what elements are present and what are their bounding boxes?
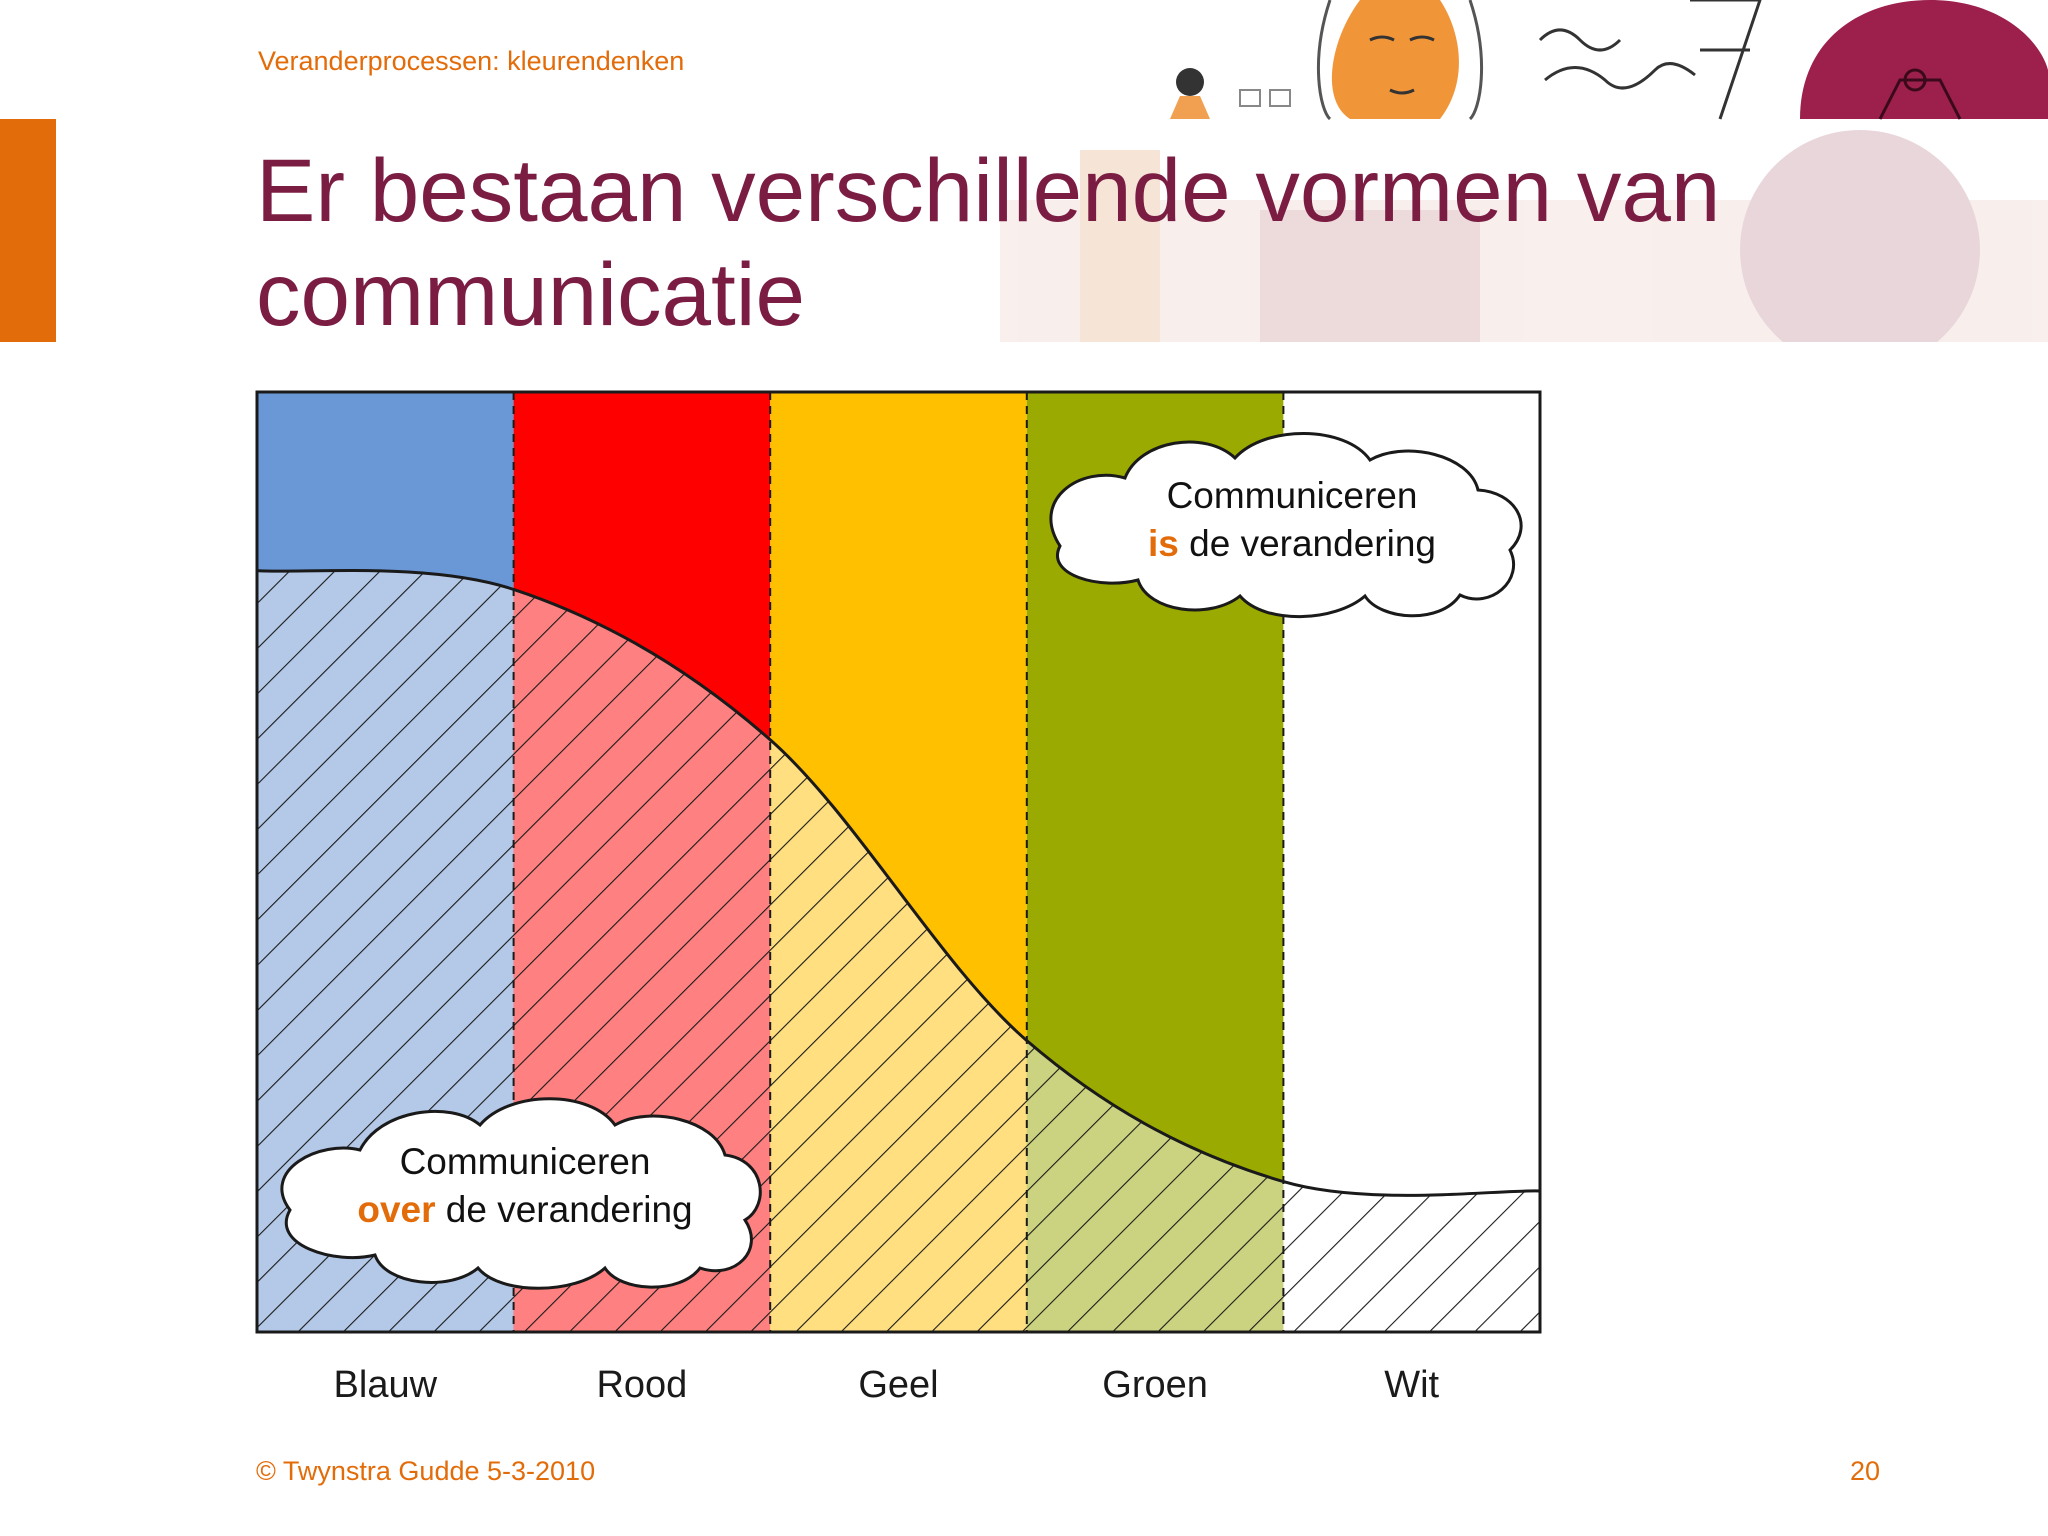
cloud-top-line1: Communiceren: [1166, 475, 1418, 516]
cloud-top-text: Communiceren is de verandering: [1092, 472, 1492, 568]
cloud-bottom-text: Communiceren over de verandering: [305, 1138, 745, 1234]
cloud-top-shape: [1049, 432, 1523, 619]
cloud-bottom-rest: de verandering: [435, 1189, 693, 1230]
cloud-top-rest: de verandering: [1178, 523, 1436, 564]
small-figure: [1170, 68, 1291, 119]
category-label-blauw: Blauw: [333, 1364, 438, 1406]
category-label-wit: Wit: [1384, 1364, 1440, 1406]
woman-sketch: [1316, 0, 1484, 121]
header-illustration: [1000, 0, 2048, 342]
slide-title: Er bestaan verschillende vormen van comm…: [256, 140, 1721, 344]
page-number: 20: [1849, 1456, 1880, 1486]
cloud-bottom-emphasis: over: [357, 1189, 436, 1230]
curve-line: [256, 568, 1541, 1197]
cloud-bottom-line1: Communiceren: [399, 1141, 651, 1182]
footer-copyright: © Twynstra Gudde 5-3-2010: [256, 1456, 596, 1486]
category-label-rood: Rood: [596, 1364, 688, 1406]
cloud-top-emphasis: is: [1148, 523, 1179, 564]
category-label-groen: Groen: [1102, 1364, 1208, 1406]
accent-bar: [0, 119, 56, 342]
category-label-geel: Geel: [858, 1364, 939, 1406]
handwriting-sketch: [1538, 0, 1762, 120]
cloud-bottom-shape: [280, 1097, 762, 1290]
diagram-frame: [255, 390, 1542, 1334]
cloud-bottom-line2: over de verandering: [305, 1186, 745, 1234]
slide-subtitle: Veranderprocessen: kleurendenken: [258, 46, 685, 76]
cloud-top-line2: is de verandering: [1092, 520, 1492, 568]
red-dome: [1800, 0, 2048, 120]
